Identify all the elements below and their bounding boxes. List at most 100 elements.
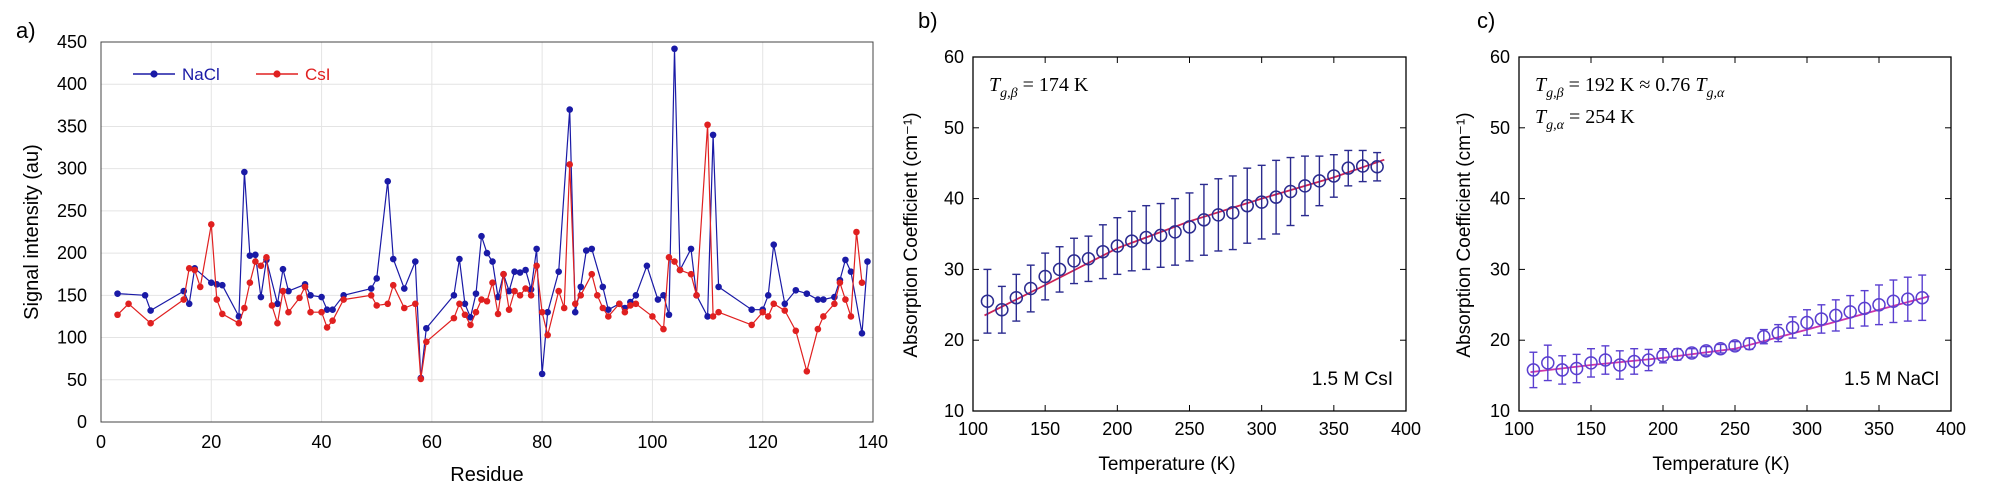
x-tick-label: 300: [1247, 419, 1277, 439]
series-csi-point: [588, 270, 596, 278]
data-point-marker: [1038, 269, 1052, 284]
series-csi-point: [748, 321, 755, 329]
data-point-marker: [1139, 230, 1153, 245]
series-nacl-point: [279, 265, 287, 273]
series-csi-point: [147, 319, 154, 327]
series-csi-point: [770, 300, 778, 308]
series-csi-point: [853, 228, 860, 236]
data-point-marker: [995, 303, 1009, 317]
series-nacl-point: [715, 283, 722, 291]
series-nacl-point: [599, 283, 607, 291]
panel-c-x-axis-title: Temperature (K): [1652, 454, 1789, 475]
annotation-line: Tg,β = 174 K: [989, 74, 1089, 101]
data-point-marker: [1886, 294, 1901, 309]
series-nacl-point: [533, 245, 540, 253]
x-tick-label: 60: [422, 432, 442, 452]
series-csi-point: [704, 121, 711, 129]
data-point-marker: [1872, 298, 1886, 312]
series-nacl-point: [632, 292, 640, 299]
y-tick-label: 30: [944, 259, 964, 279]
data-point-marker: [1613, 358, 1627, 372]
series-nacl-point: [814, 296, 822, 303]
series-nacl-point: [671, 45, 678, 53]
series-csi-point: [285, 308, 292, 316]
series-csi-point: [593, 292, 601, 299]
series-csi-point: [207, 221, 215, 228]
series-csi-point: [571, 300, 579, 308]
data-point-marker: [1857, 301, 1872, 316]
series-csi-point: [665, 254, 673, 261]
x-tick-label: 120: [748, 432, 778, 452]
series-nacl-point: [792, 286, 800, 294]
panel-a-line-chart: a) 0 50 100 150 200 250 300 350 400 450 0 20 40 60 80…: [16, 18, 888, 486]
series-csi-point: [599, 304, 607, 312]
y-tick-label: 60: [1490, 47, 1510, 67]
data-point-marker: [1341, 161, 1356, 175]
panel-b-data-points: [980, 149, 1384, 334]
series-csi-point: [417, 375, 425, 383]
y-tick-label: 350: [57, 116, 87, 136]
series-nacl-point: [307, 292, 314, 299]
series-csi-point: [759, 308, 767, 316]
x-tick-label: 140: [858, 432, 888, 452]
series-csi-point: [373, 302, 381, 309]
series-csi-point: [472, 308, 480, 316]
y-tick-label: 40: [1490, 189, 1510, 209]
series-csi-point: [489, 279, 496, 286]
panel-a-legend: NaCl CsI: [133, 65, 331, 84]
series-nacl-point: [329, 306, 336, 313]
y-tick-label: 450: [57, 32, 87, 52]
series-csi-point: [511, 287, 518, 295]
data-point-marker: [1096, 244, 1110, 259]
series-nacl-point: [781, 300, 789, 308]
data-point-marker: [1370, 159, 1384, 174]
series-nacl-point: [185, 300, 193, 308]
series-csi-point: [709, 313, 717, 320]
series-csi-point: [323, 324, 331, 331]
series-csi-point: [527, 292, 535, 299]
data-point-marker: [1081, 252, 1096, 266]
data-point-marker: [1312, 174, 1327, 188]
data-point-marker: [1283, 184, 1298, 199]
data-point-marker: [1843, 305, 1857, 319]
series-csi-point: [538, 308, 546, 316]
series-nacl-point: [246, 252, 254, 259]
series-nacl-point: [660, 292, 667, 299]
series-csi-point: [318, 308, 325, 316]
data-point-marker: [1355, 159, 1370, 173]
y-tick-label: 60: [944, 47, 964, 67]
series-nacl-point: [582, 247, 590, 254]
x-tick-label: 150: [1030, 419, 1060, 439]
series-csi-point: [301, 283, 309, 291]
series-csi-point: [114, 311, 121, 319]
series-nacl-point: [114, 290, 121, 297]
legend-nacl-label: NaCl: [182, 65, 220, 84]
data-point-marker: [1526, 363, 1541, 377]
x-tick-label: 200: [1102, 419, 1132, 439]
series-csi-point: [483, 297, 491, 305]
panel-a-plot-frame: [100, 41, 874, 423]
series-nacl-point: [605, 306, 612, 313]
series-nacl-point: [274, 300, 281, 308]
series-nacl-point: [467, 313, 474, 321]
panel-b-annotation: Tg,β = 174 K: [989, 74, 1089, 101]
panel-b-scatter-chart: b) 100 150 200 250 300 350 400 10 20 30 40 50 60 Tg,…: [901, 8, 1421, 475]
data-point-marker: [1742, 336, 1757, 351]
series-nacl-point: [858, 330, 866, 337]
series-csi-point: [660, 325, 667, 333]
data-point-marker: [980, 294, 995, 309]
series-nacl-point: [847, 268, 855, 275]
series-csi-point: [125, 300, 132, 308]
panel-b-y-axis-title: Absorption Coefficient (cm⁻¹): [901, 112, 922, 357]
series-nacl-point: [566, 106, 574, 113]
data-point-marker: [1269, 190, 1283, 204]
series-csi-point: [235, 319, 243, 327]
series-csi-point: [467, 321, 474, 329]
series-nacl-point: [665, 311, 673, 319]
y-tick-label: 20: [944, 330, 964, 350]
y-tick-label: 0: [77, 412, 87, 432]
series-nacl-point: [770, 241, 778, 248]
series-nacl-point: [318, 293, 325, 301]
series-csi-point: [616, 300, 623, 308]
x-tick-label: 250: [1174, 419, 1204, 439]
